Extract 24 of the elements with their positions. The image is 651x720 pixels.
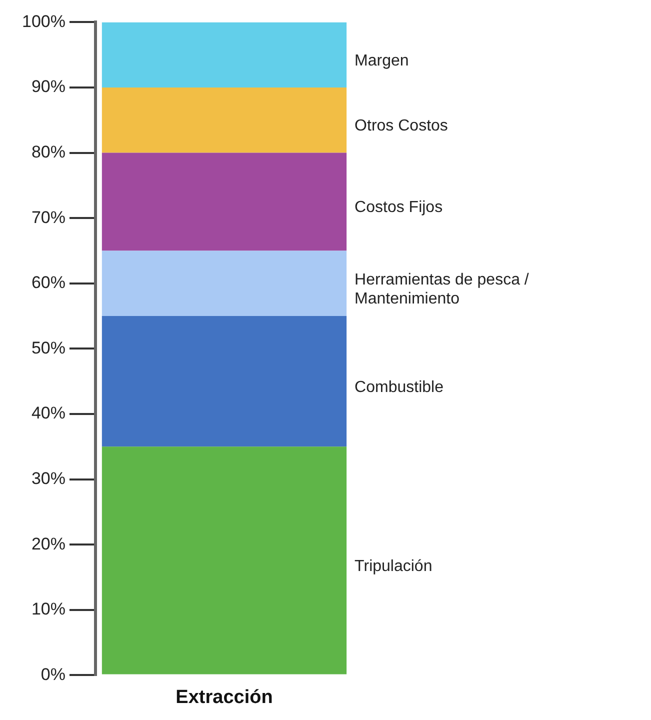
bar [102, 22, 347, 88]
y-tick-label: 30% [31, 468, 66, 488]
y-tick-label: 80% [31, 142, 66, 162]
y-tick-label: 40% [31, 404, 66, 423]
series-label: Margen [354, 52, 409, 70]
series-label: Otros Costos [354, 118, 448, 135]
series-label: Tripulación [354, 558, 432, 575]
y-tick-label: 60% [31, 273, 66, 292]
bar [102, 250, 347, 316]
y-tick-label: 0% [40, 664, 66, 684]
y-tick-label: 10% [31, 600, 66, 619]
bar [102, 316, 347, 447]
y-tick-label: 90% [31, 77, 66, 96]
y-tick-label: 70% [31, 208, 66, 227]
x-tick-label: Extracción [176, 686, 273, 708]
bar [102, 88, 347, 153]
y-tick-label: 50% [31, 338, 66, 358]
y-tick-label: 100% [22, 12, 66, 31]
bar [102, 152, 347, 251]
series-label: Combustible [354, 378, 444, 396]
y-tick-label: 20% [31, 534, 66, 554]
bar [102, 446, 347, 674]
series-label: Costos Fijos [354, 199, 443, 216]
series-label: Herramientas de pesca / Mantenimiento [354, 271, 530, 308]
